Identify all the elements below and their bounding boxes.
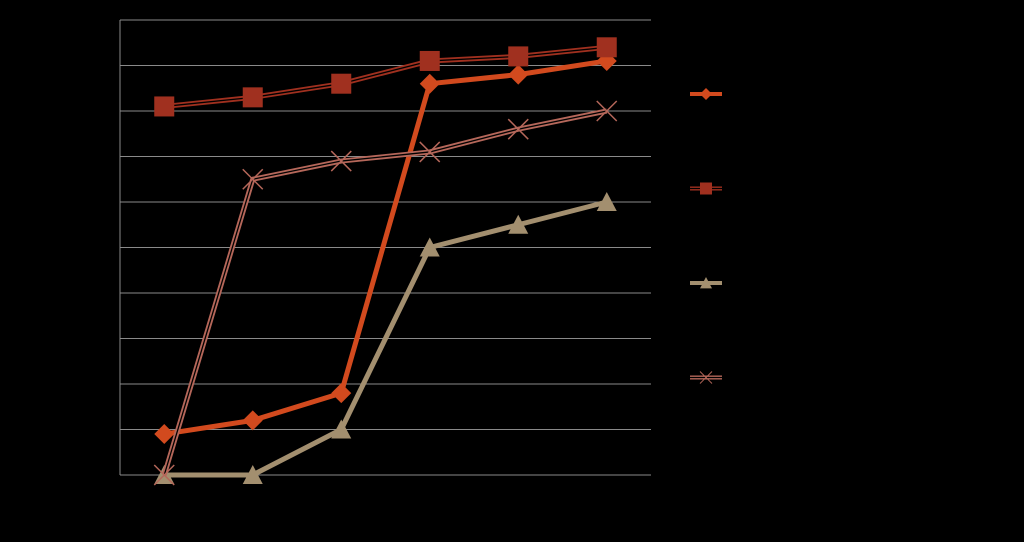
marker — [419, 73, 440, 94]
marker — [596, 100, 618, 122]
marker — [596, 37, 617, 58]
legend-marker — [699, 371, 713, 384]
marker — [331, 419, 352, 439]
marker — [242, 465, 263, 484]
marker — [508, 214, 529, 234]
marker — [596, 192, 617, 211]
legend-marker — [700, 88, 712, 100]
legend-marker — [700, 182, 712, 195]
marker — [419, 50, 440, 71]
marker — [242, 87, 263, 108]
legend-marker — [700, 277, 712, 289]
marker — [330, 150, 352, 172]
series-line-inner — [163, 110, 607, 476]
marker — [242, 168, 264, 190]
series-line — [164, 199, 608, 478]
marker — [419, 237, 440, 257]
marker — [508, 46, 529, 67]
marker — [507, 118, 529, 140]
marker — [242, 410, 263, 431]
marker — [331, 383, 352, 404]
marker — [154, 424, 175, 445]
marker — [153, 464, 175, 486]
series-line — [163, 44, 608, 109]
marker — [154, 96, 175, 117]
series-line — [163, 58, 608, 437]
marker — [419, 141, 441, 163]
marker — [331, 73, 352, 94]
marker — [508, 64, 529, 85]
series-line-inner — [164, 46, 607, 108]
